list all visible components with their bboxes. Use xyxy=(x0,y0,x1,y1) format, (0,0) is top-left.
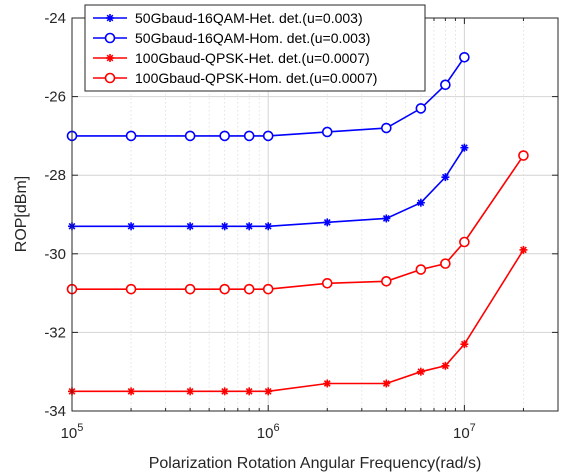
legend-entry: 100Gbaud-QPSK-Hom. det.(u=0.0007) xyxy=(93,70,377,86)
y-tick-label: -34 xyxy=(44,403,66,420)
data-point xyxy=(441,361,450,370)
legend-entry: 50Gbaud-16QAM-Het. det.(u=0.003) xyxy=(93,10,363,26)
x-tick-label: 106 xyxy=(257,422,280,442)
series-2 xyxy=(66,51,470,142)
data-point xyxy=(382,379,391,388)
data-point xyxy=(323,218,332,227)
data-point xyxy=(460,340,469,349)
y-tick-label: -26 xyxy=(44,89,66,106)
y-tick-label: -28 xyxy=(44,167,66,184)
y-axis-label: ROP[dBm] xyxy=(13,176,30,252)
data-point xyxy=(440,258,451,269)
data-point xyxy=(262,130,274,142)
legend-marker xyxy=(106,14,114,22)
data-point xyxy=(219,283,230,295)
data-point xyxy=(416,198,425,207)
data-point xyxy=(184,130,196,142)
data-point xyxy=(127,387,136,396)
data-point xyxy=(415,264,427,275)
y-tick-label: -30 xyxy=(44,246,66,263)
legend-label: 50Gbaud-16QAM-Het. det.(u=0.003) xyxy=(135,10,363,26)
legend-entry: 100Gbaud-QPSK-Het. det.(u=0.0007) xyxy=(93,50,370,66)
series-3 xyxy=(68,245,528,396)
data-point xyxy=(186,222,195,231)
series-4 xyxy=(66,150,529,295)
legend-marker xyxy=(104,72,116,84)
data-point xyxy=(243,283,255,295)
data-point xyxy=(416,367,425,376)
legend: 50Gbaud-16QAM-Het. det.(u=0.003) 50Gbaud-… xyxy=(84,4,426,92)
data-point xyxy=(321,277,333,289)
data-point xyxy=(440,79,451,91)
data-point xyxy=(459,236,470,248)
data-point xyxy=(243,130,255,142)
y-tick-label: -32 xyxy=(44,324,66,341)
data-point xyxy=(321,126,333,138)
data-point xyxy=(382,214,391,223)
x-tick-label: 105 xyxy=(61,422,84,442)
legend-marker xyxy=(106,54,114,62)
data-point xyxy=(127,222,136,231)
data-point xyxy=(245,222,254,231)
data-point xyxy=(264,222,273,231)
legend-box xyxy=(84,4,426,92)
data-point xyxy=(381,122,392,134)
data-point xyxy=(519,245,528,254)
data-point xyxy=(186,387,195,396)
x-axis-label: Polarization Rotation Angular Frequency(… xyxy=(149,455,482,472)
data-point xyxy=(125,283,137,295)
data-point xyxy=(219,130,230,142)
y-tick-label: -24 xyxy=(44,10,66,27)
legend-label: 50Gbaud-16QAM-Hom. det.(u=0.003) xyxy=(135,30,370,46)
data-point xyxy=(415,103,427,114)
data-point xyxy=(381,276,392,287)
series-layer xyxy=(66,51,529,396)
data-point xyxy=(518,150,529,161)
legend-label: 100Gbaud-QPSK-Hom. det.(u=0.0007) xyxy=(135,70,377,86)
data-point xyxy=(220,387,229,396)
data-point xyxy=(245,387,254,396)
data-point xyxy=(184,283,196,295)
legend-marker xyxy=(104,32,116,44)
data-point xyxy=(262,283,274,295)
data-point xyxy=(264,387,273,396)
data-point xyxy=(459,51,470,63)
series-1 xyxy=(68,143,469,231)
data-point xyxy=(323,379,332,388)
data-point xyxy=(125,130,137,142)
series-line xyxy=(72,249,525,393)
legend-entry: 50Gbaud-16QAM-Hom. det.(u=0.003) xyxy=(93,30,370,46)
data-point xyxy=(220,222,229,231)
data-point xyxy=(441,173,450,182)
x-tick-label: 107 xyxy=(453,422,476,442)
ticks: 105 106 107 -24 -26 -28 -30 -32 -34 xyxy=(44,10,558,442)
legend-label: 100Gbaud-QPSK-Het. det.(u=0.0007) xyxy=(135,50,370,66)
data-point xyxy=(460,143,469,152)
